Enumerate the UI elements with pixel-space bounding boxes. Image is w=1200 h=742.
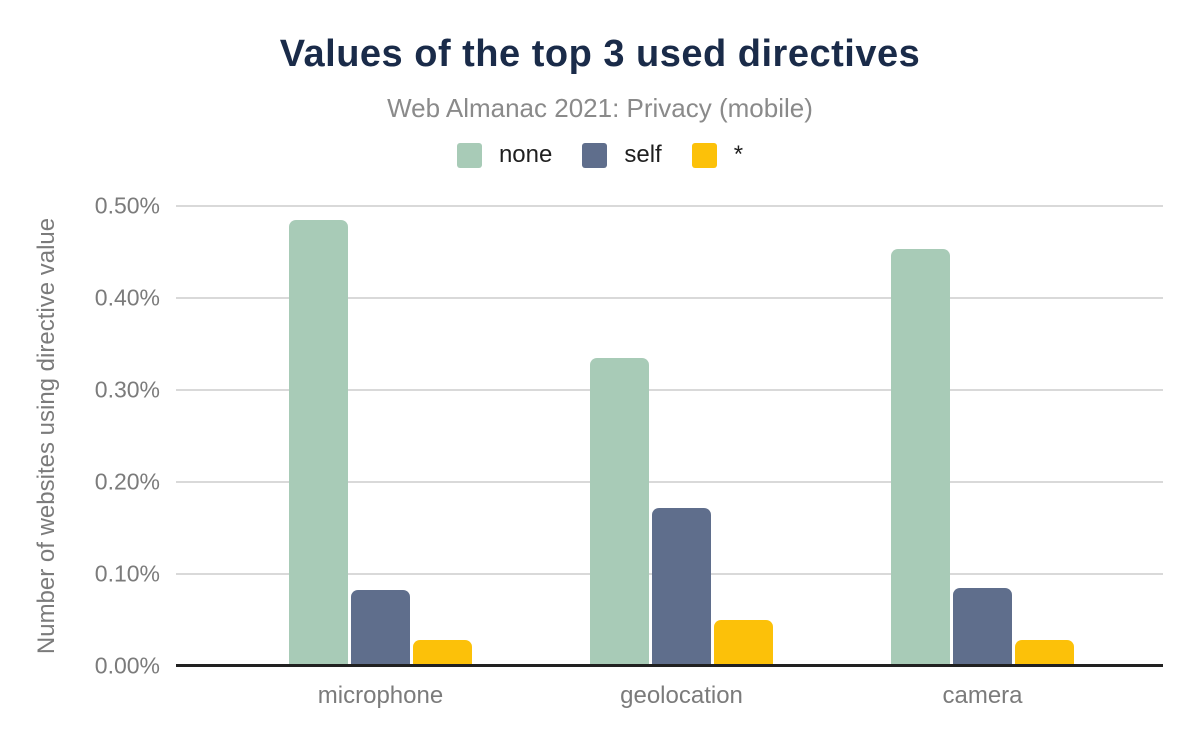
y-tick-label: 0.00% xyxy=(94,652,160,679)
y-tick-label: 0.30% xyxy=(94,376,160,403)
bar-none-camera xyxy=(891,249,950,666)
bar-star-geolocation xyxy=(714,620,773,666)
chart-title: Values of the top 3 used directives xyxy=(279,33,921,75)
legend-swatch-icon xyxy=(582,142,608,168)
legend-item-self: self xyxy=(582,141,662,169)
bar-none-geolocation xyxy=(590,357,649,666)
bar-self-camera xyxy=(953,587,1012,666)
bar-none-microphone xyxy=(289,219,348,666)
legend-label: self xyxy=(624,141,662,168)
gridline xyxy=(176,389,1163,391)
y-tick-label: 0.40% xyxy=(94,284,160,311)
bar-group-camera: camera xyxy=(891,206,1074,709)
x-category-label: microphone xyxy=(317,682,444,709)
gridline xyxy=(176,481,1163,483)
gridline xyxy=(176,297,1163,299)
legend-label: * xyxy=(733,141,744,168)
chart-subtitle: Web Almanac 2021: Privacy (mobile) xyxy=(387,93,813,123)
bar-self-microphone xyxy=(351,589,410,666)
bars-area: microphone geolocation camera xyxy=(230,206,1133,709)
bar-star-microphone xyxy=(413,640,472,666)
y-tick-label: 0.20% xyxy=(94,468,160,495)
x-category-label: geolocation xyxy=(620,682,743,709)
gridline xyxy=(176,205,1163,207)
x-axis-line xyxy=(176,664,1163,667)
y-tick-label: 0.50% xyxy=(94,192,160,219)
bar-group-geolocation: geolocation xyxy=(590,206,773,709)
legend: none self * xyxy=(0,141,1200,169)
y-axis-title: Number of websites using directive value xyxy=(33,217,60,655)
bar-group-microphone: microphone xyxy=(289,206,472,709)
legend-item-none: none xyxy=(456,141,553,169)
bar-star-camera xyxy=(1015,640,1074,666)
legend-label: none xyxy=(498,141,553,168)
x-category-label: camera xyxy=(942,682,1023,709)
bar-self-geolocation xyxy=(652,507,711,666)
plot-area: 0.00% 0.10% 0.20% 0.30% 0.40% 0.50% microphone… xyxy=(95,193,1163,709)
legend-swatch-icon xyxy=(691,142,717,168)
y-tick-label: 0.10% xyxy=(94,560,160,587)
legend-swatch-icon xyxy=(456,142,482,168)
legend-item-star: * xyxy=(691,141,744,169)
